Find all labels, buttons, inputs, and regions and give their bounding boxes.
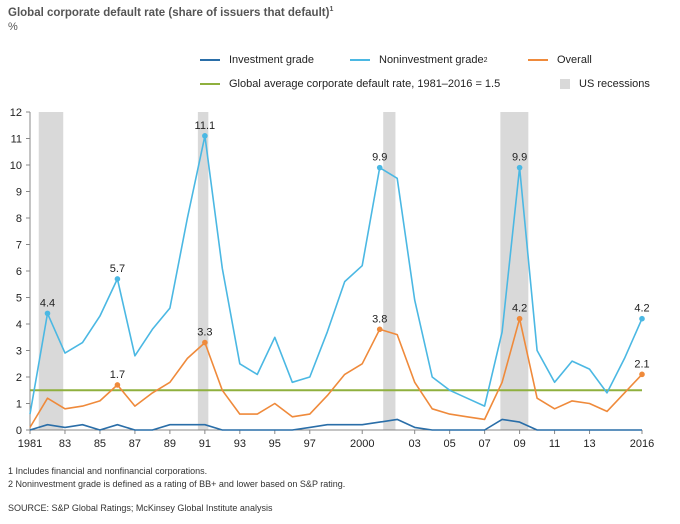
recession-band-0 <box>38 112 64 430</box>
data-point-noninvestment-1991 <box>202 133 208 139</box>
legend-investment-swatch <box>200 59 220 61</box>
legend-recessions: US recessions <box>560 78 650 90</box>
x-tick-label-87: 87 <box>129 438 141 450</box>
data-label-noninvestment-2016: 4.2 <box>634 303 649 315</box>
series-line-overall <box>29 317 643 428</box>
legend-noninvestment: Noninvestment grade 2 <box>350 54 487 66</box>
x-tick-label-85: 85 <box>94 438 106 450</box>
x-tick-label-89: 89 <box>164 438 176 450</box>
data-label-overall-2009: 4.2 <box>512 303 527 315</box>
x-tick-label-97: 97 <box>304 438 316 450</box>
data-label-noninvestment-1991: 11.1 <box>195 120 216 132</box>
data-point-overall-2009 <box>516 315 523 322</box>
legend-investment: Investment grade <box>200 54 314 66</box>
y-tick-label-10: 10 <box>10 160 22 172</box>
data-point-overall-1991 <box>202 339 208 346</box>
legend-overall-swatch <box>528 59 548 61</box>
legend-noninvestment-label: Noninvestment grade <box>379 54 484 66</box>
data-point-noninvestment-1986 <box>114 276 121 282</box>
x-tick-label-93: 93 <box>234 438 246 450</box>
data-label-overall-2001: 3.8 <box>372 313 387 325</box>
footnote-1: 1 Includes financial and nonfinancial co… <box>8 466 208 476</box>
recession-band-3 <box>500 112 529 430</box>
x-tick-label-83: 83 <box>59 438 71 450</box>
data-point-noninvestment-2001 <box>376 164 383 171</box>
y-tick-label-0: 0 <box>16 425 22 437</box>
legend-average: Global average corporate default rate, 1… <box>200 78 500 90</box>
data-label-overall-2016: 2.1 <box>634 358 649 370</box>
x-tick-label-05: 05 <box>444 438 456 450</box>
chart-title-footnote-mark: 1 <box>329 6 334 13</box>
y-tick-label-9: 9 <box>16 187 22 199</box>
recession-band-2 <box>383 112 396 430</box>
y-tick-label-8: 8 <box>16 213 22 225</box>
x-tick-label-2016: 2016 <box>630 438 654 450</box>
footnote-2: 2 Noninvestment grade is defined as a ra… <box>8 479 346 489</box>
data-point-noninvestment-1982 <box>44 310 51 317</box>
legend-overall-label: Overall <box>557 54 592 66</box>
data-label-noninvestment-2009: 9.9 <box>512 152 527 164</box>
data-point-overall-2001 <box>376 326 383 333</box>
legend-recessions-swatch <box>560 79 570 89</box>
data-label-overall-1986: 1.7 <box>110 369 125 381</box>
chart-title-text: Global corporate default rate (share of … <box>8 6 330 19</box>
x-tick-label-91: 91 <box>199 438 211 450</box>
y-tick-label-3: 3 <box>16 346 22 358</box>
legend-average-label: Global average corporate default rate, 1… <box>229 78 501 90</box>
legend-recessions-label: US recessions <box>579 78 650 90</box>
legend-average-swatch <box>200 83 220 85</box>
series-line-investment <box>29 418 642 431</box>
x-tick-label-11: 11 <box>549 438 560 450</box>
y-tick-label-6: 6 <box>16 266 22 278</box>
y-tick-label-5: 5 <box>16 293 22 305</box>
y-tick-label-12: 12 <box>10 107 22 119</box>
recession-band-1 <box>197 112 209 430</box>
data-label-noninvestment-1986: 5.7 <box>110 263 125 275</box>
x-tick-label-03: 03 <box>409 438 421 450</box>
legend-overall: Overall <box>528 54 592 66</box>
x-tick-label-95: 95 <box>269 438 281 450</box>
y-tick-label-1: 1 <box>16 399 22 411</box>
y-tick-label-2: 2 <box>16 372 22 384</box>
y-tick-label-7: 7 <box>16 240 22 252</box>
x-tick-label-13: 13 <box>583 438 595 450</box>
x-tick-label-1981: 1981 <box>18 438 42 450</box>
x-tick-label-07: 07 <box>479 438 491 450</box>
y-tick-label-11: 11 <box>11 134 22 146</box>
x-tick-label-09: 09 <box>513 438 525 450</box>
data-point-noninvestment-2009 <box>516 164 523 171</box>
data-point-overall-1986 <box>114 382 121 388</box>
unit-label: % <box>8 21 18 33</box>
data-label-overall-1991: 3.3 <box>197 327 212 339</box>
legend-noninvestment-footnote-mark: 2 <box>483 56 488 64</box>
series-line-noninvestment <box>29 135 643 415</box>
legend-investment-label: Investment grade <box>229 54 314 66</box>
legend-noninvestment-swatch <box>350 59 370 61</box>
data-label-noninvestment-1982: 4.4 <box>40 297 55 309</box>
x-tick-label-2000: 2000 <box>350 438 374 450</box>
source-note: SOURCE: S&P Global Ratings; McKinsey Glo… <box>8 503 273 513</box>
chart-title: Global corporate default rate (share of … <box>8 6 333 19</box>
data-label-noninvestment-2001: 9.9 <box>372 152 387 164</box>
data-point-noninvestment-2016 <box>639 315 645 322</box>
data-point-overall-2016 <box>639 371 645 378</box>
y-tick-label-4: 4 <box>16 319 22 331</box>
